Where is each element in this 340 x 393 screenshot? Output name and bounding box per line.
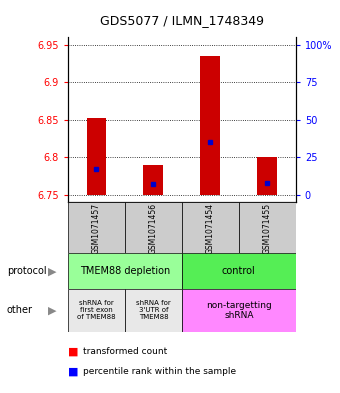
Text: GSM1071454: GSM1071454	[206, 202, 215, 253]
Text: transformed count: transformed count	[83, 347, 168, 356]
Bar	[182, 253, 296, 289]
Bar	[125, 289, 182, 332]
Bar	[143, 165, 164, 195]
Text: shRNA for
first exon
of TMEM88: shRNA for first exon of TMEM88	[77, 301, 116, 320]
Bar	[182, 289, 296, 332]
Text: ▶: ▶	[49, 266, 57, 276]
Text: GSM1071457: GSM1071457	[92, 202, 101, 253]
Text: ■: ■	[68, 366, 79, 376]
Text: GSM1071455: GSM1071455	[263, 202, 272, 253]
Bar	[182, 202, 239, 253]
Text: non-targetting
shRNA: non-targetting shRNA	[206, 301, 272, 320]
Text: TMEM88 depletion: TMEM88 depletion	[80, 266, 170, 276]
Bar	[239, 202, 296, 253]
Text: other: other	[7, 305, 33, 316]
Bar	[125, 202, 182, 253]
Text: control: control	[222, 266, 256, 276]
Bar	[200, 56, 220, 195]
Bar	[68, 253, 182, 289]
Bar	[86, 118, 106, 195]
Text: percentile rank within the sample: percentile rank within the sample	[83, 367, 236, 376]
Bar	[257, 157, 277, 195]
Text: shRNA for
3'UTR of
TMEM88: shRNA for 3'UTR of TMEM88	[136, 301, 171, 320]
Text: protocol: protocol	[7, 266, 47, 276]
Bar	[68, 202, 125, 253]
Text: ■: ■	[68, 347, 79, 357]
Bar	[68, 289, 125, 332]
Text: ▶: ▶	[49, 305, 57, 316]
Text: GDS5077 / ILMN_1748349: GDS5077 / ILMN_1748349	[100, 14, 264, 27]
Text: GSM1071456: GSM1071456	[149, 202, 158, 253]
